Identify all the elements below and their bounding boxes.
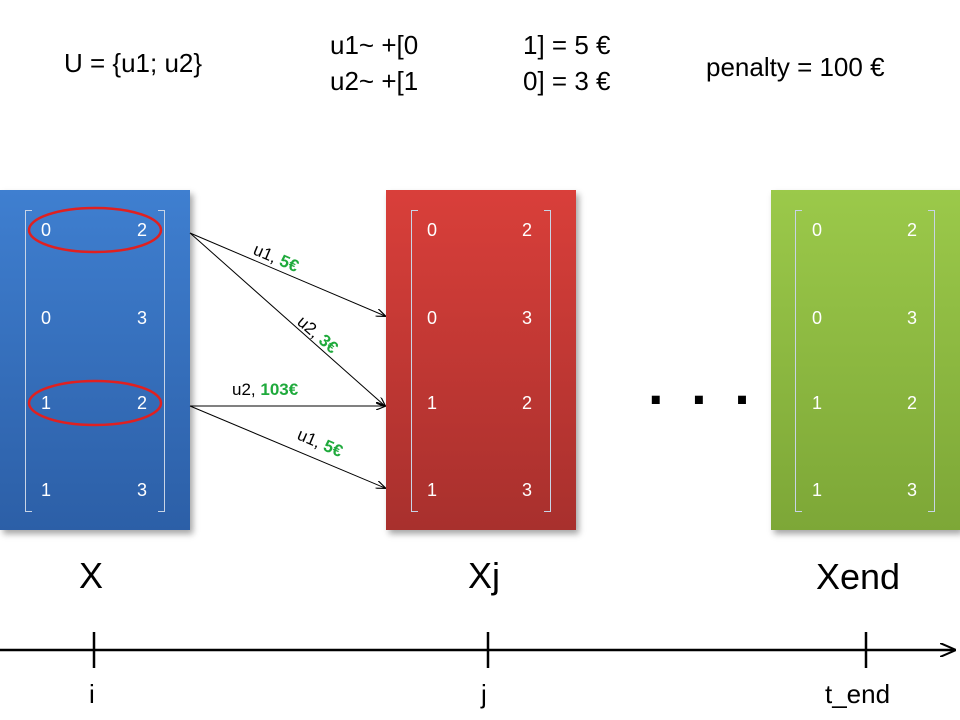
- transition-cost: 103€: [260, 380, 299, 399]
- matrix-bracket-right: [158, 210, 165, 512]
- state-box-x: 0 2 0 3 1 2 1 3: [0, 190, 190, 530]
- state-box-xj: 0 2 0 3 1 2 1 3: [386, 190, 576, 530]
- matrix-cell: 0: [811, 308, 822, 328]
- matrix-cell: 0: [426, 220, 437, 240]
- timeline-label-j: j: [481, 679, 487, 709]
- highlight-ellipse: [27, 206, 163, 254]
- matrix-cell: 3: [521, 308, 532, 328]
- matrix-cell: 2: [136, 393, 147, 413]
- state-box-xend: 0 2 0 3 1 2 1 3: [771, 190, 960, 530]
- transition-action: u2,: [232, 380, 256, 399]
- matrix-cell: 0: [40, 220, 51, 240]
- state-matrix-xj: 0 2 0 3 1 2 1 3: [386, 190, 576, 530]
- state-label-xj: Xj: [468, 555, 501, 596]
- matrix-cell: 1: [40, 480, 51, 500]
- matrix-bracket-left: [795, 210, 802, 512]
- matrix-cell: 1: [426, 480, 437, 500]
- matrix-cell: 2: [521, 393, 532, 413]
- transition-label: u2, 103€: [232, 380, 298, 400]
- highlight-ellipse: [27, 379, 163, 427]
- matrix-cell: 3: [136, 480, 147, 500]
- matrix-cell: 2: [906, 220, 917, 240]
- matrix-cell: 1: [40, 393, 51, 413]
- matrix-cell: 2: [136, 220, 147, 240]
- state-matrix-x: 0 2 0 3 1 2 1 3: [0, 190, 190, 530]
- matrix-cell: 2: [521, 220, 532, 240]
- matrix-cell: 2: [906, 393, 917, 413]
- matrix-cell: 1: [426, 393, 437, 413]
- timeline-label-i: i: [89, 679, 95, 709]
- state-matrix-xend: 0 2 0 3 1 2 1 3: [771, 190, 960, 530]
- ellipsis: . . .: [648, 353, 756, 416]
- penalty-definition: penalty = 100 €: [706, 52, 885, 82]
- action-set-definition: U = {u1; u2}: [64, 48, 203, 78]
- matrix-cell: 0: [811, 220, 822, 240]
- state-label-x: X: [79, 555, 104, 596]
- matrix-cell: 3: [906, 308, 917, 328]
- matrix-cell: 0: [426, 308, 437, 328]
- matrix-cell: 1: [811, 393, 822, 413]
- matrix-bracket-left: [411, 210, 418, 512]
- u2-vector: u2~ +[1: [330, 66, 419, 96]
- matrix-cell: 3: [906, 480, 917, 500]
- matrix-cell: 0: [40, 308, 51, 328]
- state-label-xend: Xend: [816, 556, 901, 597]
- u1-cost: 1] = 5 €: [523, 30, 611, 60]
- matrix-cell: 3: [136, 308, 147, 328]
- matrix-cell: 1: [811, 480, 822, 500]
- transition-arrow: [189, 405, 385, 488]
- matrix-bracket-right: [544, 210, 551, 512]
- matrix-bracket-right: [928, 210, 935, 512]
- transition-arrow: [189, 232, 385, 406]
- matrix-bracket-left: [25, 210, 32, 512]
- transition-arrow: [189, 232, 385, 316]
- u2-cost: 0] = 3 €: [523, 66, 611, 96]
- u1-vector: u1~ +[0: [330, 30, 419, 60]
- matrix-cell: 3: [521, 480, 532, 500]
- timeline-label-tend: t_end: [825, 679, 891, 709]
